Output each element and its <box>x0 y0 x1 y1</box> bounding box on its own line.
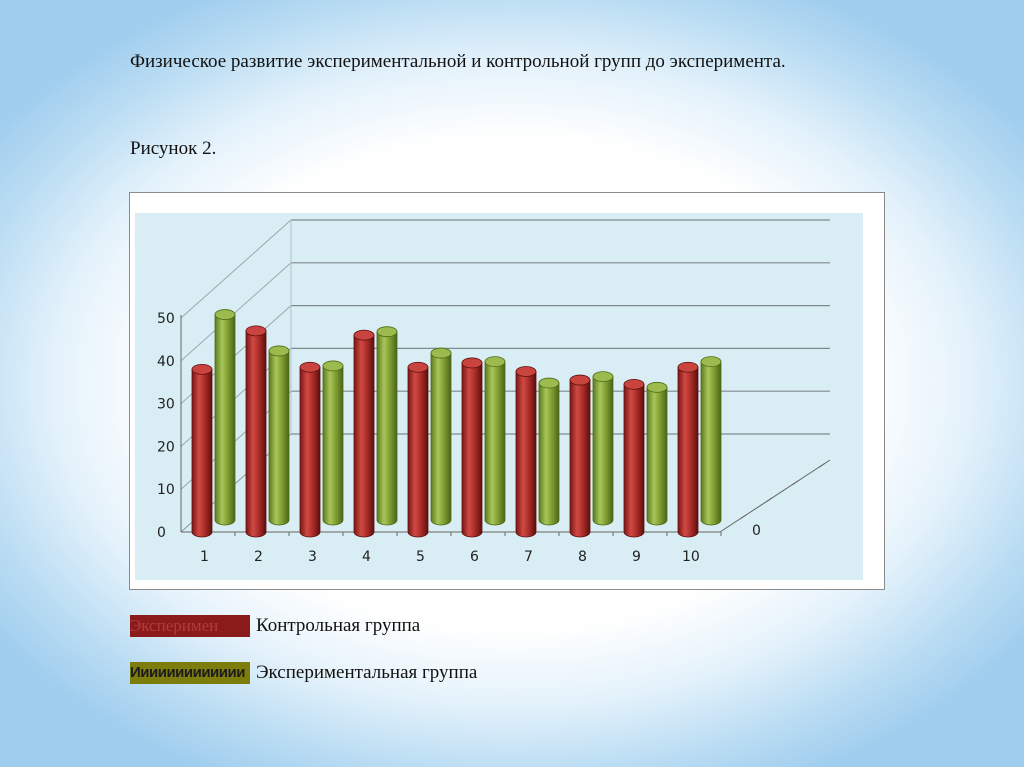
legend-item-control: Эксперимен Контрольная группа <box>130 615 420 637</box>
y-tick-label: 20 <box>157 439 175 455</box>
bar-experimental <box>214 309 236 526</box>
x-tick-label: 3 <box>308 549 317 565</box>
left-wall-gridline <box>180 262 292 362</box>
bar-experimental <box>646 381 668 526</box>
chart-frame: 0 10 20 30 40 50 0 1 2 3 4 5 6 7 8 9 10 <box>129 192 885 590</box>
chart-svg: 0 10 20 30 40 50 0 1 2 3 4 5 6 7 8 9 10 <box>157 219 831 565</box>
depth-tick <box>792 480 799 485</box>
bar-control <box>569 374 591 538</box>
x-tick-label: 5 <box>416 549 425 565</box>
left-wall-gridline <box>180 219 292 319</box>
figure-caption: Рисунок 2. <box>130 138 217 159</box>
bar-control <box>245 325 267 538</box>
bar-control <box>515 366 537 538</box>
x-tick-label: 8 <box>578 549 587 565</box>
depth-tick <box>739 514 747 520</box>
bar-control <box>461 357 483 538</box>
legend-item-experimental: Иииииииииииии Экспериментальная группа <box>130 662 477 684</box>
bar-control <box>353 329 375 538</box>
bar-experimental <box>700 356 722 526</box>
x-tick-label: 10 <box>682 549 700 565</box>
x-tick-label: 1 <box>200 549 209 565</box>
y-tick-label: 10 <box>157 482 175 498</box>
x-tick-label: 6 <box>470 549 479 565</box>
x-tick-label: 2 <box>254 549 263 565</box>
depth-axis-label: 0 <box>752 523 761 539</box>
legend-swatch-experimental: Иииииииииииии <box>130 662 250 684</box>
x-tick-label: 7 <box>524 549 533 565</box>
bar-experimental <box>430 347 452 526</box>
bar-control <box>191 363 213 538</box>
legend-label-experimental: Экспериментальная группа <box>256 662 478 683</box>
x-tick-label: 9 <box>632 549 641 565</box>
y-tick-label: 40 <box>157 354 175 370</box>
bar-control <box>407 361 429 538</box>
depth-tick <box>818 463 826 468</box>
bar-experimental <box>484 356 506 526</box>
depth-tick <box>766 497 773 503</box>
bar-control <box>299 361 321 538</box>
x-tick-label: 4 <box>362 549 371 565</box>
bar-control <box>623 378 645 538</box>
y-tick-label: 0 <box>157 525 166 541</box>
legend-swatch-control: Эксперимен <box>130 615 250 637</box>
depth-axis <box>719 459 831 533</box>
bar-experimental <box>538 377 560 526</box>
bar-control <box>677 361 699 538</box>
y-tick-label: 30 <box>157 397 175 413</box>
y-tick-label: 50 <box>157 311 175 327</box>
bar-experimental <box>592 371 614 526</box>
slide-heading: Физическое развитие экспериментальной и … <box>130 51 786 72</box>
bar-experimental <box>268 345 290 526</box>
legend-label-control: Контрольная группа <box>256 615 421 636</box>
bar-experimental <box>376 326 398 526</box>
bar-experimental <box>322 360 344 526</box>
